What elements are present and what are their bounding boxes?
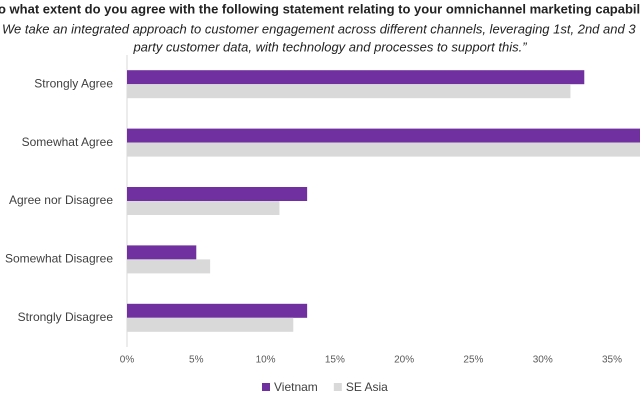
x-tick-label: 5% xyxy=(189,355,204,366)
legend-swatch xyxy=(333,383,342,391)
y-tick-label: Somewhat Disagree xyxy=(5,252,113,266)
bar xyxy=(127,245,197,260)
y-tick-label: Strongly Agree xyxy=(34,76,113,90)
bar xyxy=(127,128,640,143)
x-tick-label: 35% xyxy=(602,355,622,366)
x-tick-label: 0% xyxy=(120,355,135,366)
bar xyxy=(127,303,308,318)
x-tick-label: 30% xyxy=(533,355,553,366)
legend-swatch xyxy=(262,383,270,391)
legend-label: SE Asia xyxy=(346,380,388,394)
bar xyxy=(127,84,571,99)
legend-label: Vietnam xyxy=(274,380,318,394)
bar xyxy=(127,187,308,201)
subtitle: party customer data, with technology and… xyxy=(132,39,527,54)
y-tick-label: Somewhat Agree xyxy=(22,135,114,149)
bar xyxy=(127,317,294,332)
x-tick-label: 25% xyxy=(463,355,483,366)
x-tick-label: 15% xyxy=(325,355,345,366)
bar xyxy=(127,70,585,85)
y-tick-label: Agree nor Disagree xyxy=(9,193,113,207)
x-tick-label: 20% xyxy=(394,355,414,366)
y-tick-label: Strongly Disagree xyxy=(18,310,114,324)
subtitle: We take an integrated approach to custom… xyxy=(2,21,636,36)
x-tick-label: 10% xyxy=(256,355,276,366)
chart-title: o what extent do you agree with the foll… xyxy=(0,1,640,16)
bar xyxy=(127,259,211,274)
bar xyxy=(127,201,280,215)
bar xyxy=(127,142,640,157)
